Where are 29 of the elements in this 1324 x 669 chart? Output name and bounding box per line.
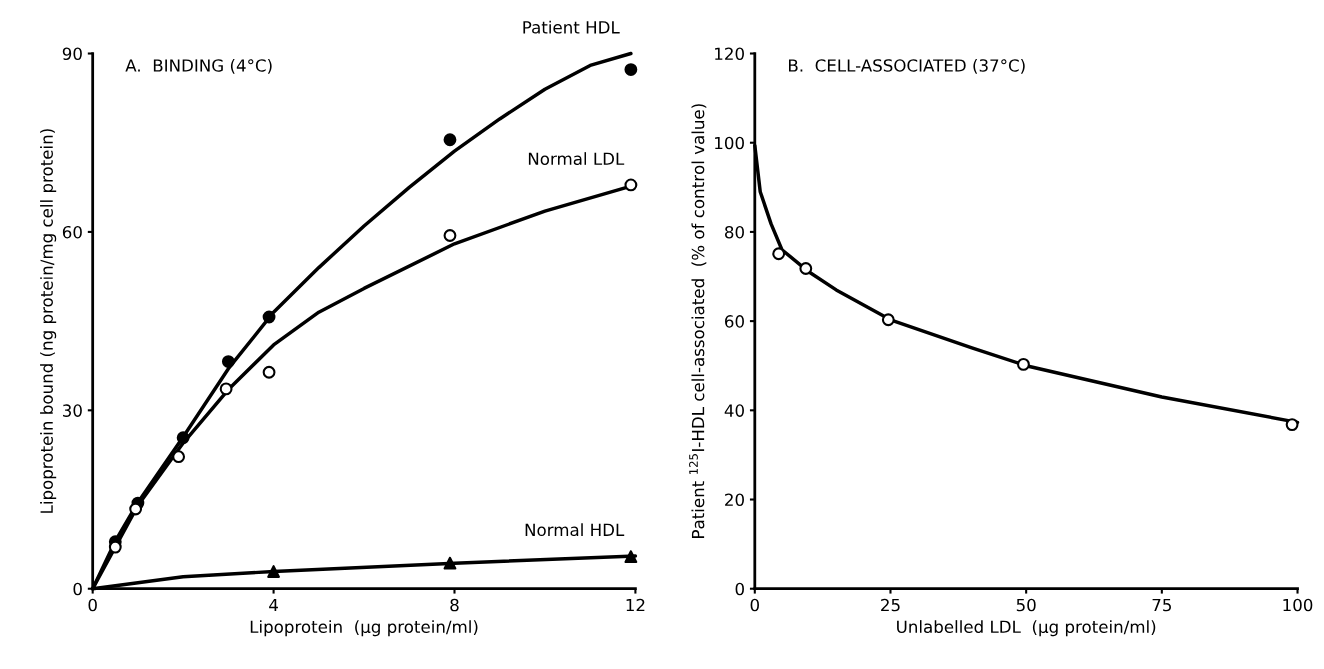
y-tick-label: 20 [725,493,744,507]
y-tick-label: 40 [724,404,744,417]
chart-title: B. CELL-ASSOCIATED (37°C) [789,58,1025,74]
y-tick-label: 0 [73,582,82,596]
y-tick-label: 60 [62,225,82,239]
y-tick-label: 90 [62,47,82,61]
y-tick-label: 120 [715,47,744,61]
y-tick-label: 80 [725,225,744,239]
x-tick-label: 50 [1016,598,1036,612]
y-tick-label: 60 [725,315,744,328]
x-tick-label: 4 [269,598,278,612]
series-label: Normal HDL [525,523,625,537]
y-tick-label: 0 [735,582,744,596]
y-axis-title: Lipoprotein bound (ng protein/mg cell protein) [40,129,57,513]
series-label: Patient HDL [523,20,620,34]
x-axis-title: Unlabelled LDL (µg protein/ml) [897,620,1156,637]
y-tick-label: 100 [715,136,744,150]
chart-title: A. BINDING (4°C) [125,58,272,74]
x-tick-label: 75 [1152,598,1171,612]
y-tick-label: 30 [63,404,82,417]
x-tick-label: 12 [626,598,645,612]
x-tick-label: 0 [750,598,759,612]
y-axis-title: Patient $^{125}$I-HDL cell-associated (% of control value) [689,104,707,538]
series-label: Normal LDL [528,152,625,166]
x-tick-label: 100 [1283,598,1313,612]
x-tick-label: 0 [88,598,97,612]
x-tick-label: 8 [450,598,459,612]
x-tick-label: 25 [881,598,900,612]
x-axis-title: Lipoprotein (µg protein/ml) [250,620,478,637]
